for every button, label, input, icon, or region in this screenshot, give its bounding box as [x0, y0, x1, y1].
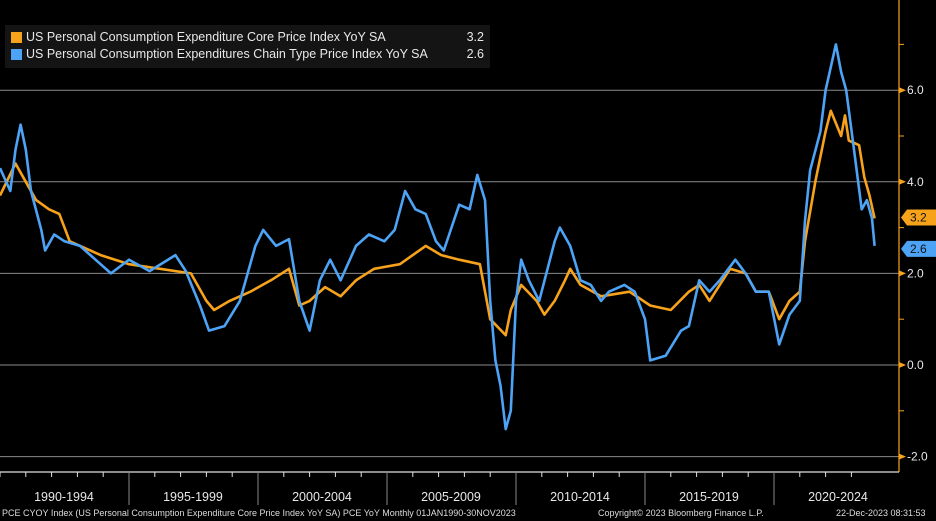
legend-value: 3.2 — [466, 30, 484, 44]
y-tick-marker — [899, 178, 906, 185]
footer-timestamp: 22-Dec-2023 08:31:53 — [836, 508, 926, 518]
legend-label: US Personal Consumption Expenditure Core… — [26, 30, 386, 44]
last-value-tag — [901, 240, 936, 257]
y-axis: -2.0 0.0 2.0 4.0 6.0 3.2 2.6 — [898, 0, 936, 472]
footer-source: PCE CYOY Index (US Personal Consumption … — [2, 508, 516, 518]
last-value-label: 3.2 — [910, 210, 927, 224]
x-period-label: 1995-1999 — [163, 490, 223, 504]
y-tick-label: 2.0 — [907, 266, 924, 280]
series-lines — [0, 43, 876, 431]
footer-copyright: Copyright© 2023 Bloomberg Finance L.P. — [598, 508, 764, 518]
y-tick-label: 0.0 — [907, 358, 924, 372]
legend-label: US Personal Consumption Expenditures Cha… — [26, 47, 428, 61]
x-period-label: 2015-2019 — [679, 490, 739, 504]
legend-value: 2.6 — [466, 47, 484, 61]
headline-pce-line — [0, 43, 876, 431]
last-value-label: 2.6 — [910, 242, 927, 256]
x-period-label: 2000-2004 — [292, 490, 352, 504]
last-value-tag — [901, 209, 936, 226]
legend-swatch-orange — [11, 32, 22, 43]
legend: US Personal Consumption Expenditure Core… — [5, 25, 490, 68]
y-tick-marker — [899, 453, 906, 460]
core-pce-line — [0, 109, 876, 337]
y-tick-label: 6.0 — [907, 83, 924, 97]
x-period-label: 1990-1994 — [34, 490, 94, 504]
y-tick-marker — [899, 87, 906, 94]
gridlines — [0, 89, 899, 458]
legend-swatch-blue — [11, 49, 22, 60]
legend-item-core: US Personal Consumption Expenditure Core… — [11, 30, 484, 45]
x-period-label: 2005-2009 — [421, 490, 481, 504]
y-tick-label: -2.0 — [907, 450, 928, 464]
x-axis: 1990-1994 1995-1999 2000-2004 2005-2009 2010… — [0, 471, 899, 505]
y-tick-marker — [899, 362, 906, 368]
y-tick-marker — [899, 270, 906, 277]
x-period-label: 2010-2014 — [550, 490, 610, 504]
y-tick-label: 4.0 — [907, 175, 924, 189]
x-period-label: 2020-2024 — [808, 490, 868, 504]
legend-item-headline: US Personal Consumption Expenditures Cha… — [11, 47, 484, 62]
